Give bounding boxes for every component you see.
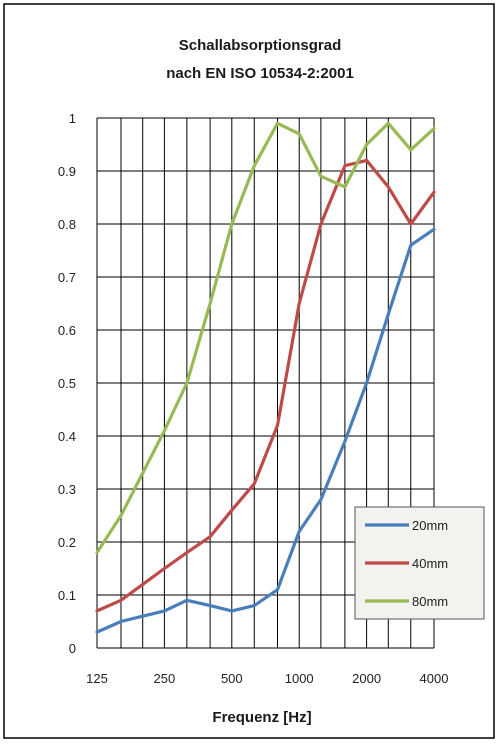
y-tick-label: 0 bbox=[69, 641, 76, 656]
chart-title-line-1: Schallabsorptionsgrad bbox=[179, 37, 342, 54]
x-tick-label: 1000 bbox=[285, 671, 314, 686]
y-tick-label: 0.9 bbox=[58, 164, 76, 179]
x-tick-label: 125 bbox=[86, 671, 108, 686]
legend-label-40mm: 40mm bbox=[412, 556, 448, 571]
y-tick-label: 0.4 bbox=[58, 429, 76, 444]
x-axis-ticks: 125 250 500 1000 2000 4000 bbox=[86, 671, 448, 686]
legend-label-20mm: 20mm bbox=[412, 518, 448, 533]
y-tick-label: 0.3 bbox=[58, 482, 76, 497]
series-line-20mm bbox=[95, 227, 436, 634]
chart-frame bbox=[3, 3, 495, 739]
data-series bbox=[95, 121, 436, 634]
x-tick-label: 4000 bbox=[420, 671, 449, 686]
y-tick-label: 0.1 bbox=[58, 588, 76, 603]
y-tick-label: 0.8 bbox=[58, 217, 76, 232]
y-tick-label: 0.6 bbox=[58, 323, 76, 338]
y-axis-ticks: 0 0.1 0.2 0.3 0.4 0.5 0.6 0.7 0.8 0.9 1 bbox=[58, 111, 76, 656]
chart-title-line-2: nach EN ISO 10534-2:2001 bbox=[166, 65, 354, 82]
x-tick-label: 500 bbox=[221, 671, 243, 686]
legend: 20mm 40mm 80mm bbox=[354, 506, 485, 620]
y-tick-label: 0.5 bbox=[58, 376, 76, 391]
series-line-40mm bbox=[95, 158, 436, 613]
y-tick-label: 0.7 bbox=[58, 270, 76, 285]
x-axis-label: Frequenz [Hz] bbox=[212, 709, 311, 726]
y-tick-label: 0.2 bbox=[58, 535, 76, 550]
x-tick-label: 2000 bbox=[352, 671, 381, 686]
y-tick-label: 1 bbox=[69, 111, 76, 126]
x-tick-label: 250 bbox=[154, 671, 176, 686]
grid bbox=[96, 117, 435, 649]
series-line-80mm bbox=[95, 121, 436, 555]
legend-label-80mm: 80mm bbox=[412, 594, 448, 609]
